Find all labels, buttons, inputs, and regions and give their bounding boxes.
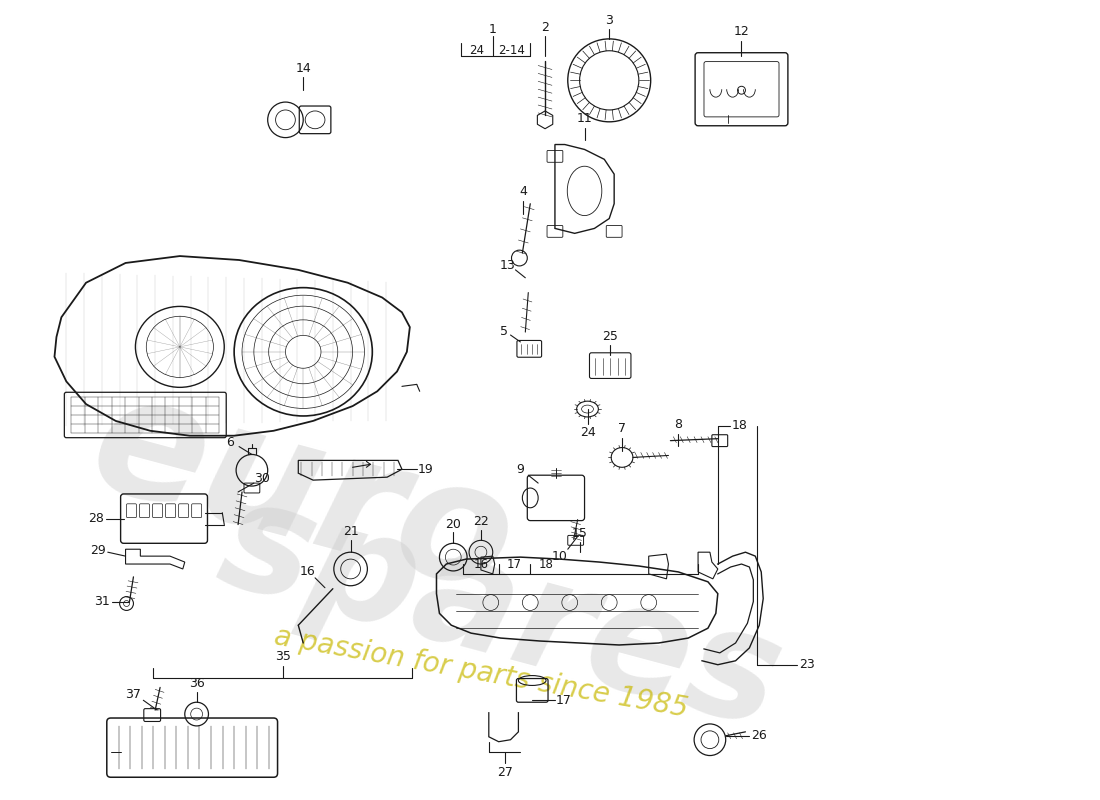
Text: 2: 2 — [541, 21, 549, 34]
Text: 35: 35 — [275, 650, 292, 663]
Text: 27: 27 — [497, 766, 513, 779]
Text: 22: 22 — [473, 515, 488, 528]
Text: 3: 3 — [605, 14, 613, 26]
Text: 37: 37 — [125, 688, 142, 701]
Text: 16: 16 — [299, 566, 315, 578]
Text: 14: 14 — [296, 62, 311, 75]
Text: 30: 30 — [254, 472, 270, 485]
Text: 9: 9 — [516, 462, 525, 476]
Text: a passion for parts since 1985: a passion for parts since 1985 — [272, 622, 690, 723]
Text: 17: 17 — [556, 694, 572, 706]
Text: 15: 15 — [572, 527, 587, 540]
Text: 18: 18 — [732, 419, 748, 432]
Text: 16: 16 — [473, 558, 488, 570]
Text: 25: 25 — [603, 330, 618, 342]
Text: 23: 23 — [799, 658, 814, 671]
Text: 24: 24 — [580, 426, 595, 439]
Text: 12: 12 — [734, 26, 749, 38]
Text: 20: 20 — [446, 518, 461, 531]
Text: 10: 10 — [552, 550, 568, 562]
Text: 6: 6 — [227, 436, 234, 449]
Text: 21: 21 — [343, 525, 359, 538]
Text: 36: 36 — [189, 677, 205, 690]
Text: 5: 5 — [499, 325, 507, 338]
Text: 4: 4 — [519, 186, 527, 198]
Text: 13: 13 — [499, 259, 516, 273]
Text: 2-14: 2-14 — [498, 44, 525, 58]
Text: 28: 28 — [88, 512, 103, 525]
Text: spares: spares — [205, 467, 796, 759]
Text: 18: 18 — [539, 558, 553, 570]
Text: 29: 29 — [90, 544, 106, 557]
Text: 31: 31 — [94, 595, 110, 608]
Text: 24: 24 — [470, 44, 484, 58]
Text: 26: 26 — [751, 730, 767, 742]
Text: 7: 7 — [618, 422, 626, 435]
Text: 19: 19 — [418, 462, 433, 476]
Text: 17: 17 — [507, 558, 522, 570]
Text: 8: 8 — [674, 418, 682, 431]
Text: euro: euro — [75, 361, 531, 629]
Text: 1: 1 — [488, 22, 497, 35]
Text: 11: 11 — [576, 112, 593, 126]
